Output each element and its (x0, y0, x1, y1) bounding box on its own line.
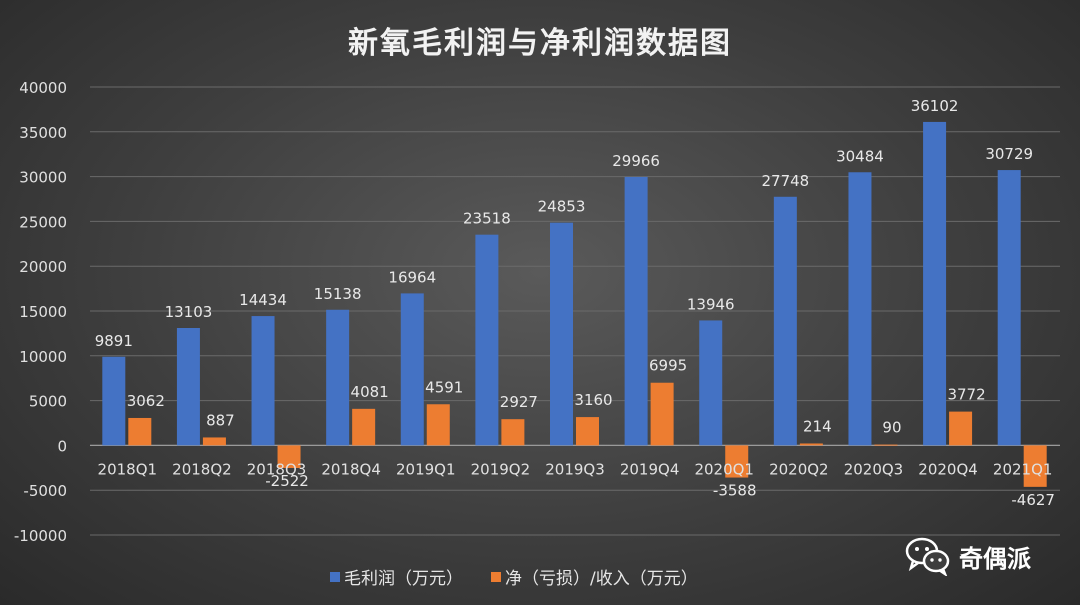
y-tick-label: 15000 (19, 303, 67, 321)
data-label-net-income: 4591 (425, 378, 463, 396)
watermark-text: 奇偶派 (959, 544, 1031, 573)
data-label-gross-profit: 16964 (388, 268, 436, 286)
wechat-icon (905, 537, 950, 576)
legend-swatch-net-income (491, 571, 501, 582)
bar-gross-profit (848, 172, 872, 446)
x-tick-label: 2018Q2 (172, 460, 232, 478)
x-tick-label: 2018Q4 (321, 460, 381, 478)
data-label-gross-profit: 27748 (761, 172, 809, 190)
y-tick-label: 20000 (19, 258, 67, 276)
data-label-gross-profit: 36102 (911, 97, 959, 115)
data-label-gross-profit: 29966 (612, 152, 660, 170)
data-label-gross-profit: 24853 (538, 198, 586, 216)
y-tick-label: 0 (57, 437, 67, 455)
bar-gross-profit (326, 309, 350, 446)
bar-net-income (576, 417, 599, 446)
bar-net-income (1023, 445, 1047, 487)
bar-net-income (426, 404, 450, 446)
x-tick-label: 2019Q3 (545, 460, 605, 478)
y-tick-label: 30000 (19, 169, 67, 187)
bar-gross-profit (923, 121, 947, 446)
data-label-net-income: -2522 (265, 472, 309, 490)
bar-net-income (202, 437, 226, 446)
data-label-gross-profit: 30484 (836, 147, 884, 165)
y-tick-label: -5000 (23, 482, 67, 500)
x-tick-label: 2019Q4 (620, 460, 680, 478)
x-tick-label: 2019Q2 (471, 460, 531, 478)
chart-title: 新氧毛利润与净利润数据图 (348, 26, 732, 61)
x-tick-label: 2020Q3 (844, 460, 904, 478)
bar-net-income (501, 419, 525, 446)
data-label-gross-profit: 13946 (687, 295, 735, 313)
bar-gross-profit (699, 320, 723, 446)
legend-item-gross-profit: 毛利润（万元） (330, 564, 463, 589)
bar-gross-profit (102, 356, 126, 446)
data-label-net-income: 2927 (500, 393, 538, 411)
legend-swatch-gross-profit (330, 571, 340, 582)
bar-net-income (725, 445, 749, 478)
data-label-gross-profit: 30729 (985, 145, 1033, 163)
y-tick-label: 35000 (19, 124, 67, 142)
x-tick-label: 2020Q2 (769, 460, 829, 478)
x-tick-label: 2021Q1 (993, 460, 1053, 478)
bar-net-income (128, 417, 152, 446)
data-label-net-income: 3160 (574, 391, 612, 409)
bar-gross-profit (773, 196, 797, 446)
y-tick-label: 10000 (19, 348, 67, 366)
data-label-gross-profit: 9891 (95, 332, 133, 350)
bar-gross-profit (475, 234, 499, 446)
bar-net-income (650, 382, 674, 446)
data-label-net-income: 90 (882, 419, 901, 437)
data-label-net-income: 214 (803, 417, 832, 435)
data-label-gross-profit: 13103 (165, 303, 213, 321)
bar-gross-profit (176, 327, 200, 446)
bar-gross-profit (997, 170, 1021, 446)
bar-net-income (949, 411, 973, 446)
x-tick-label: 2020Q1 (694, 460, 754, 478)
x-tick-label: 2019Q1 (396, 460, 456, 478)
watermark: 奇偶派 (905, 536, 1031, 576)
legend-label-gross-profit: 毛利润（万元） (344, 569, 463, 589)
legend-label-net-income: 净（亏损）/收入（万元） (505, 569, 698, 589)
y-tick-label: 40000 (19, 79, 67, 97)
bar-net-income (352, 408, 376, 446)
data-label-gross-profit: 15138 (314, 285, 362, 303)
legend-item-net-income: 净（亏损）/收入（万元） (491, 564, 698, 589)
data-label-net-income: 3062 (127, 392, 165, 410)
y-tick-label: 5000 (29, 393, 67, 411)
x-tick-label: 2020Q4 (918, 460, 978, 478)
data-label-net-income: 4081 (351, 383, 389, 401)
bar-net-income (277, 445, 301, 468)
data-label-gross-profit: 23518 (463, 210, 511, 228)
data-label-net-income: 887 (206, 411, 235, 429)
bar-gross-profit (400, 293, 424, 446)
bar-net-income (799, 443, 823, 446)
data-label-net-income: -4627 (1011, 491, 1055, 509)
x-tick-label: 2018Q3 (247, 460, 307, 478)
data-label-gross-profit: 14434 (239, 291, 287, 309)
y-tick-label: 25000 (19, 213, 67, 231)
bar-net-income (874, 444, 898, 446)
legend: 毛利润（万元） 净（亏损）/收入（万元） (330, 564, 698, 589)
data-label-net-income: 6995 (649, 357, 687, 375)
data-label-net-income: -3588 (713, 482, 757, 500)
bar-gross-profit (251, 316, 275, 446)
y-tick-label: -10000 (14, 527, 67, 545)
data-label-net-income: 3772 (947, 386, 985, 404)
bar-gross-profit (624, 176, 648, 446)
x-tick-label: 2018Q1 (98, 460, 158, 478)
bar-gross-profit (550, 222, 573, 446)
